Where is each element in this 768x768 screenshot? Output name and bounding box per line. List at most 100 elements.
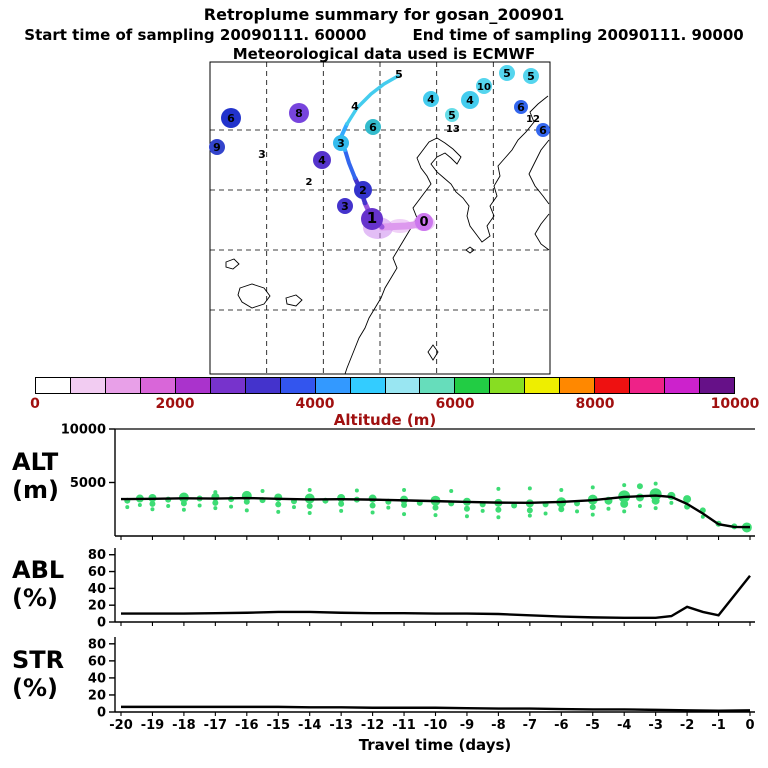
plume-day-label: 4 [351, 100, 359, 113]
y-tick-label: 60 [88, 654, 106, 669]
x-tick-label: -14 [298, 718, 322, 733]
colorbar-swatch [525, 378, 561, 393]
colorbar-tick-label: 0 [30, 396, 40, 412]
y-tick-label: 80 [88, 548, 106, 563]
scatter-point [636, 483, 643, 490]
scatter-point [432, 504, 439, 511]
scatter-point [449, 489, 454, 494]
scatter-point [622, 483, 627, 488]
x-tick-label: -19 [141, 718, 165, 733]
y-tick-label: 5000 [70, 476, 106, 491]
colorbar-tick-labels: 0 2000 4000 6000 8000 10000 [0, 396, 768, 412]
scatter-point [274, 493, 283, 502]
abl-axis-title-unit: (%) [12, 584, 58, 613]
trajectory-segment [345, 74, 400, 126]
map-frame [209, 61, 551, 375]
scatter-point [463, 505, 470, 512]
colorbar-swatch [36, 378, 71, 393]
x-tick-label: -3 [648, 718, 662, 733]
x-tick-label: -7 [523, 718, 537, 733]
x-tick-label: -8 [491, 718, 505, 733]
scatter-point [306, 503, 313, 510]
abl-mean-line [121, 575, 751, 619]
plume-marker [476, 78, 492, 94]
scatter-point [212, 499, 219, 506]
colorbar-swatch [315, 378, 351, 393]
scatter-point [622, 509, 627, 514]
plume-day-label: 4 [466, 94, 474, 107]
plume-marker [221, 108, 241, 128]
x-tick-label: -16 [235, 718, 259, 733]
colorbar-swatch [560, 378, 596, 393]
scatter-point [496, 486, 501, 491]
colorbar-swatch [665, 378, 701, 393]
x-tick-label: -1 [711, 718, 725, 733]
alt-axis-title: ALT (m) [12, 448, 59, 505]
colorbar-swatch [140, 378, 176, 393]
plume-day-label: 4 [318, 154, 326, 167]
scatter-point [275, 501, 282, 508]
plume-day-label: 5 [395, 68, 403, 81]
y-tick-label: 60 [88, 565, 106, 580]
colorbar-swatch [490, 378, 526, 393]
plume-day-label: 6 [369, 121, 377, 134]
map-gridlines [210, 62, 550, 374]
plume-marker [445, 108, 459, 122]
plume-marker [337, 198, 353, 214]
map-coastlines [225, 95, 550, 375]
colorbar-swatch [350, 378, 386, 393]
scatter-point [620, 499, 629, 508]
scatter-point [575, 509, 580, 514]
plume-marker [415, 213, 433, 231]
sampling-end-label: End time of sampling 20090111. 90000 [412, 26, 744, 44]
scatter-point [464, 514, 469, 519]
scatter-point [291, 505, 296, 510]
colorbar-tick-label: 6000 [435, 396, 475, 412]
scatter-point [181, 507, 186, 512]
colorbar-swatch [385, 378, 421, 393]
plume-day-label: 0 [419, 215, 428, 230]
colorbar-tick-label: 10000 [710, 396, 760, 412]
scatter-point [307, 487, 312, 492]
x-tick-label: -9 [460, 718, 474, 733]
colorbar-swatch [210, 378, 246, 393]
plume-marker [209, 139, 225, 155]
scatter-point [213, 490, 218, 495]
scatter-point [369, 502, 376, 509]
str-axis-title: STR (%) [12, 646, 64, 703]
alt-scatter-points [124, 481, 752, 533]
alt-mean-line [120, 494, 751, 529]
plume-marker [499, 65, 515, 81]
sampling-start-label: Start time of sampling 20090111. 60000 [24, 26, 367, 44]
plume-day-label: 4 [427, 93, 435, 106]
plume-day-label: 3 [258, 148, 266, 161]
plume-day-label: 9 [213, 141, 221, 154]
plume-day-label: 6 [227, 112, 235, 125]
colorbar-tick-label: 2000 [155, 396, 195, 412]
altitude-colorbar [35, 377, 735, 394]
plume-marker [289, 103, 309, 123]
alt-axis-title-name: ALT [12, 448, 59, 476]
x-tick-label: -20 [109, 718, 133, 733]
x-tick-label: -5 [586, 718, 600, 733]
x-tick-label: -10 [424, 718, 448, 733]
y-tick-label: 40 [88, 582, 106, 597]
str-axis-title-unit: (%) [12, 674, 58, 703]
scatter-point [669, 500, 674, 505]
met-data-label: Meteorological data used is ECMWF [232, 45, 536, 63]
plume-marker [354, 181, 372, 199]
scatter-point [338, 500, 345, 507]
plume-marker [461, 91, 479, 109]
scatter-point [606, 506, 611, 511]
colorbar-swatch [455, 378, 491, 393]
scatter-point [527, 513, 532, 518]
plume-day-label: 5 [527, 70, 535, 83]
scatter-point [402, 512, 407, 517]
colorbar-swatch [105, 378, 141, 393]
x-tick-label: -2 [680, 718, 694, 733]
scatter-point [197, 503, 202, 508]
abl-axis-title: ABL (%) [12, 556, 64, 613]
y-tick-label: 40 [88, 671, 106, 686]
scatter-point [137, 502, 142, 507]
plume-marker [514, 100, 528, 114]
